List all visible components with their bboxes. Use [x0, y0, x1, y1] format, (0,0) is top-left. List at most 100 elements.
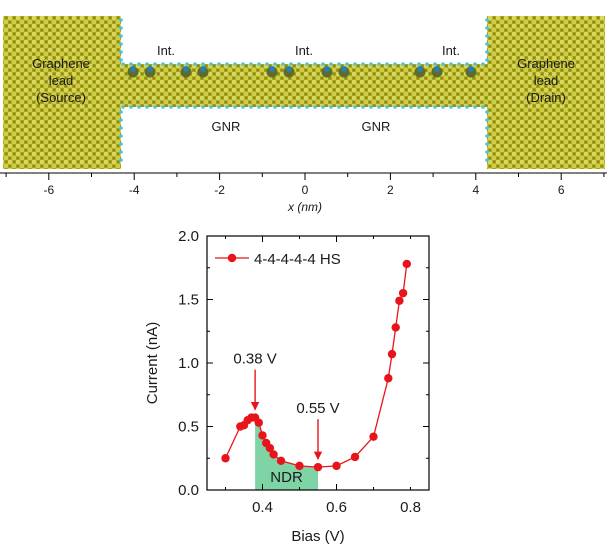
edge-atom — [369, 62, 373, 66]
edge-atom — [485, 118, 489, 122]
edge-atom — [217, 105, 221, 109]
x-axis-label: Bias (V) — [291, 528, 344, 545]
edge-atom — [145, 62, 149, 66]
x-tick-label: 0.4 — [252, 499, 273, 516]
data-point — [395, 296, 404, 305]
iv-chart: NDR 0.4 0.6 0.8 0.0 0.5 1.0 1.5 2.0 0.38 V 0.55 … — [144, 228, 430, 545]
data-point — [391, 323, 400, 332]
edge-atom — [441, 62, 445, 66]
edge-atom — [393, 105, 397, 109]
edge-atom — [137, 62, 141, 66]
edge-atom — [401, 62, 405, 66]
edge-atom — [201, 62, 205, 66]
data-point — [313, 462, 323, 472]
data-point — [221, 454, 230, 463]
legend-marker — [227, 253, 237, 263]
edge-atom — [425, 105, 429, 109]
x-axis-tick-label: 2 — [387, 183, 394, 197]
edge-atom — [305, 62, 309, 66]
y-tick-label: 0.0 — [178, 482, 199, 499]
edge-atom — [377, 105, 381, 109]
data-point — [269, 450, 278, 459]
dopant-atom-highlight — [468, 66, 474, 72]
x-tick-label: 0.6 — [326, 499, 347, 516]
edge-atom — [485, 158, 489, 162]
edge-atom — [121, 105, 125, 109]
y-tick-label: 2.0 — [178, 228, 199, 245]
data-point — [258, 431, 267, 440]
edge-atom — [313, 105, 317, 109]
edge-atom — [119, 142, 123, 146]
edge-atom — [485, 58, 489, 62]
edge-atom — [465, 105, 469, 109]
dopant-atom-highlight — [417, 66, 423, 72]
edge-atom — [193, 105, 197, 109]
edge-atom — [289, 105, 293, 109]
edge-atom — [465, 62, 469, 66]
edge-atom — [119, 134, 123, 138]
x-axis-tick-label: -6 — [43, 183, 54, 197]
drain-lead — [487, 16, 605, 169]
edge-atom — [217, 62, 221, 66]
edge-atom — [297, 105, 301, 109]
edge-atom — [361, 105, 365, 109]
data-point — [332, 461, 341, 471]
structure-panel: Graphene lead (Source) Graphene lead (Dr… — [0, 16, 607, 214]
edge-atom — [233, 62, 237, 66]
legend: 4-4-4-4-4 HS — [215, 251, 341, 268]
edge-atom — [441, 105, 445, 109]
edge-atom — [485, 150, 489, 154]
edge-atom — [485, 42, 489, 46]
edge-atom — [119, 58, 123, 62]
edge-atom — [485, 110, 489, 114]
data-point — [276, 456, 286, 465]
edge-atom — [481, 105, 485, 109]
edge-atom — [161, 62, 165, 66]
edge-atom — [485, 34, 489, 38]
edge-atom — [119, 50, 123, 54]
edge-atom — [249, 62, 253, 66]
dopant-atom-highlight — [434, 66, 440, 72]
edge-atom — [417, 105, 421, 109]
edge-atom — [417, 62, 421, 66]
ndr-region: NDR — [255, 417, 318, 490]
edge-atom — [297, 62, 301, 66]
edge-atom — [321, 105, 325, 109]
edge-atom — [225, 105, 229, 109]
edge-atom — [321, 62, 325, 66]
edge-atom — [119, 110, 123, 114]
edge-atom — [457, 105, 461, 109]
edge-atom — [145, 105, 149, 109]
edge-atom — [185, 105, 189, 109]
edge-atom — [361, 62, 365, 66]
edge-atom — [169, 105, 173, 109]
edge-atom — [345, 62, 349, 66]
edge-atom — [249, 105, 253, 109]
x-axis-tick-label: -4 — [129, 183, 140, 197]
interface-label-left: Int. — [157, 43, 175, 58]
edge-atom — [353, 62, 357, 66]
source-lead-label-line1: Graphene — [32, 56, 90, 71]
edge-atom — [209, 105, 213, 109]
series-points — [221, 259, 411, 472]
edge-atom — [457, 62, 461, 66]
edge-atom — [257, 105, 261, 109]
edge-atom — [137, 105, 141, 109]
edge-atom — [119, 42, 123, 46]
edge-atom — [119, 126, 123, 130]
drain-lead-label-line3: (Drain) — [526, 90, 566, 105]
y-tick-label: 0.5 — [178, 419, 199, 436]
dopant-atom-highlight — [200, 66, 206, 72]
edge-atom — [119, 150, 123, 154]
edge-atom — [485, 50, 489, 54]
edge-atom — [313, 62, 317, 66]
edge-atom — [119, 118, 123, 122]
edge-atom — [409, 105, 413, 109]
edge-atom — [241, 105, 245, 109]
edge-atom — [377, 62, 381, 66]
edge-atom — [473, 105, 477, 109]
edge-atom — [119, 18, 123, 22]
edge-atom — [353, 105, 357, 109]
edge-atom — [385, 105, 389, 109]
edge-atom — [385, 62, 389, 66]
